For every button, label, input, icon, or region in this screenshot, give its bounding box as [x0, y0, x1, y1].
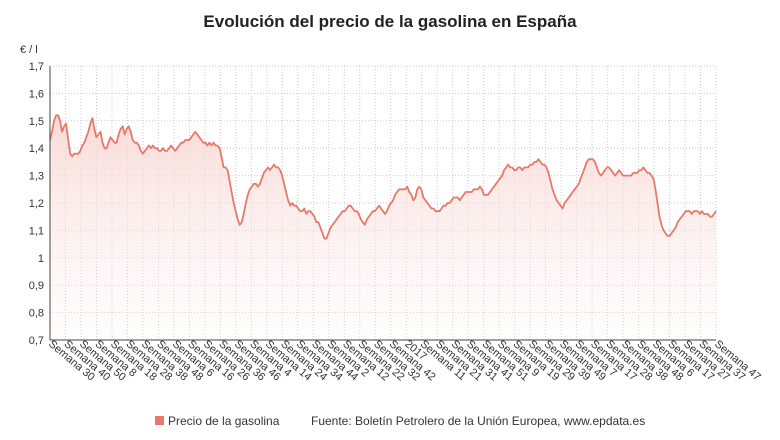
y-tick-label: 1,3	[29, 171, 44, 183]
y-tick-label: 1	[38, 253, 44, 265]
y-tick-label: 1,7	[29, 61, 44, 73]
legend-swatch	[155, 416, 164, 425]
y-tick-label: 1,1	[29, 225, 44, 237]
y-tick-label: 1,6	[29, 88, 44, 100]
chart-title: Evolución del precio de la gasolina en E…	[203, 12, 577, 31]
y-tick-label: 1,2	[29, 198, 44, 210]
y-tick-label: 1,4	[29, 143, 44, 155]
y-axis-unit-label: € / l	[20, 44, 38, 56]
chart-footer: Precio de la gasolina Fuente: Boletín Pe…	[0, 414, 780, 434]
series-area-fill	[50, 115, 716, 340]
y-tick-label: 0,9	[29, 280, 44, 292]
series-line-precio-gasolina	[49, 114, 717, 240]
source-text: Fuente: Boletín Petrolero de la Unión Eu…	[311, 414, 646, 428]
y-tick-label: 0,8	[29, 308, 44, 320]
legend-label: Precio de la gasolina	[168, 414, 280, 428]
y-tick-label: 1,5	[29, 116, 44, 128]
y-tick-label: 0,7	[29, 335, 44, 347]
